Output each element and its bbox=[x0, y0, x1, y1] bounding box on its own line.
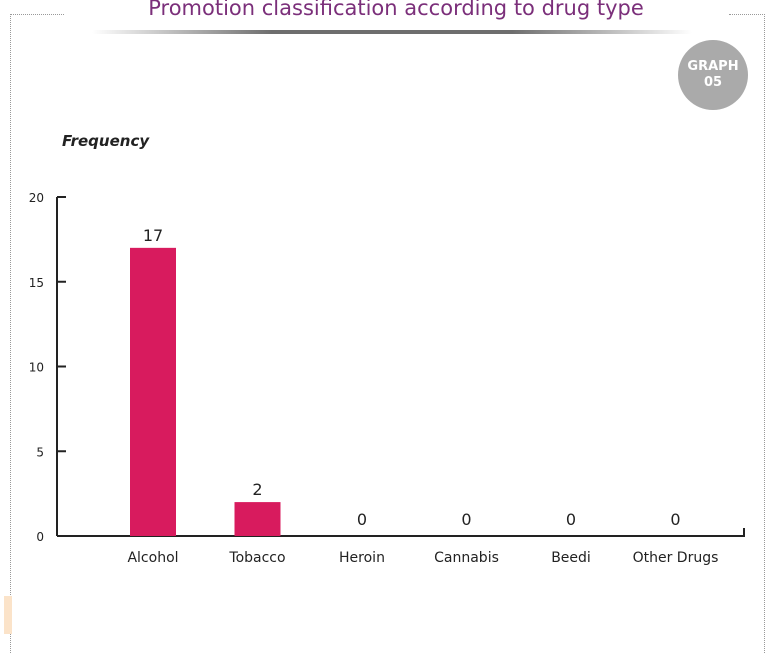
value-label-heroin: 0 bbox=[357, 510, 367, 529]
value-label-other-drugs: 0 bbox=[670, 510, 680, 529]
value-label-cannabis: 0 bbox=[461, 510, 471, 529]
frame-right-border bbox=[764, 14, 765, 653]
y-tick-label-20: 20 bbox=[29, 191, 44, 205]
bar-tobacco bbox=[234, 502, 281, 536]
category-label-other-drugs: Other Drugs bbox=[633, 550, 719, 566]
value-label-tobacco: 2 bbox=[252, 480, 262, 499]
y-tick-label-15: 15 bbox=[29, 276, 44, 290]
decorative-mark bbox=[4, 596, 12, 634]
chart-title: Promotion classification according to dr… bbox=[148, 0, 644, 20]
y-tick-label-5: 5 bbox=[36, 445, 44, 459]
title-underline bbox=[92, 30, 692, 34]
value-label-alcohol: 17 bbox=[143, 226, 163, 245]
y-axis-label: Frequency bbox=[62, 132, 150, 150]
value-label-beedi: 0 bbox=[566, 510, 576, 529]
category-label-heroin: Heroin bbox=[339, 550, 385, 566]
category-label-cannabis: Cannabis bbox=[434, 550, 499, 566]
category-label-tobacco: Tobacco bbox=[228, 550, 285, 566]
frame-left-border bbox=[10, 14, 11, 653]
graph-badge: GRAPH 05 bbox=[678, 40, 748, 110]
bar-alcohol bbox=[130, 247, 176, 536]
graph-badge-number: 05 bbox=[703, 75, 723, 90]
graph-badge-label: GRAPH bbox=[687, 59, 739, 74]
y-tick-label-10: 10 bbox=[29, 361, 44, 375]
frame-top-right-border bbox=[729, 14, 765, 15]
y-tick-label-0: 0 bbox=[36, 530, 44, 544]
frame-top-left-border bbox=[10, 14, 64, 15]
category-label-alcohol: Alcohol bbox=[127, 550, 178, 566]
category-label-beedi: Beedi bbox=[551, 550, 591, 566]
